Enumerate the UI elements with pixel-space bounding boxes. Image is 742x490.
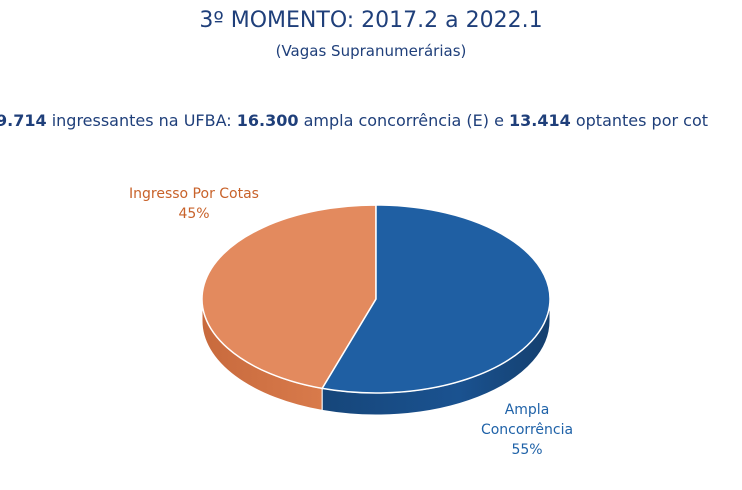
label-ampla-pct: 55% bbox=[511, 442, 543, 458]
pie-group bbox=[201, 204, 551, 416]
slide-title: 3º MOMENTO: 2017.2 a 2022.1 bbox=[199, 8, 543, 33]
summary-total: 9.714 bbox=[0, 111, 47, 130]
summary-text-3: optantes por cot bbox=[570, 111, 709, 130]
label-ampla-name-1: Ampla bbox=[504, 402, 550, 418]
summary-cotas: 13.414 bbox=[509, 111, 571, 130]
label-ampla: Ampla Concorrência 55% bbox=[462, 400, 592, 460]
summary-text: 9.714 ingressantes na UFBA: 16.300 ampla… bbox=[0, 111, 742, 130]
label-cotas-name: Ingresso Por Cotas bbox=[129, 186, 259, 202]
slide-subtitle: (Vagas Supranumerárias) bbox=[275, 42, 467, 60]
slice-cotas bbox=[201, 204, 377, 390]
label-cotas: Ingresso Por Cotas 45% bbox=[108, 184, 280, 224]
summary-ampla: 16.300 bbox=[236, 111, 299, 130]
slice-ampla bbox=[321, 204, 551, 394]
summary-text-1: ingressantes na UFBA: bbox=[46, 111, 237, 130]
label-ampla-name-2: Concorrência bbox=[480, 422, 574, 438]
label-cotas-pct: 45% bbox=[178, 206, 210, 222]
summary-text-2: ampla concorrência (E) e bbox=[298, 111, 510, 130]
